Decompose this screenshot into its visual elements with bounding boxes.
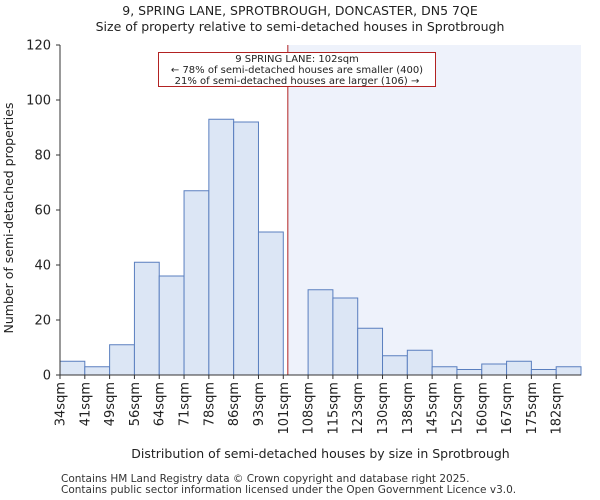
chart-title-address: 9, SPRING LANE, SPROTBROUGH, DONCASTER, … (122, 3, 478, 18)
bar-152sqm (456, 369, 483, 376)
x-tick-label-93sqm: 93sqm (252, 382, 267, 426)
x-tick-label-56sqm: 56sqm (128, 382, 143, 426)
bar-64sqm (158, 275, 185, 376)
x-tick-label-167sqm: 167sqm (500, 382, 515, 435)
y-axis-label: Number of semi-detached properties (1, 103, 16, 334)
bar-115sqm (332, 297, 359, 376)
x-tick-label-115sqm: 115sqm (326, 382, 341, 435)
bar-41sqm (84, 366, 111, 376)
bar-71sqm (183, 190, 210, 376)
x-tick-label-123sqm: 123sqm (351, 382, 366, 435)
bar-167sqm (506, 360, 532, 376)
x-tick-label-182sqm: 182sqm (550, 382, 565, 435)
x-tick-label-175sqm: 175sqm (525, 382, 540, 435)
x-tick-label-101sqm: 101sqm (277, 382, 292, 435)
x-tick-label-71sqm: 71sqm (178, 382, 193, 426)
annotation-line-2: ← 78% of semi-detached houses are smalle… (170, 65, 424, 76)
y-tick-label-120: 120 (26, 39, 51, 54)
y-tick-label-80: 80 (34, 149, 51, 164)
x-tick-label-130sqm: 130sqm (376, 382, 391, 435)
x-tick-label-138sqm: 138sqm (401, 382, 416, 435)
y-tick-label-60: 60 (34, 204, 51, 219)
y-tick-label-0: 0 (43, 369, 51, 384)
x-tick-label-160sqm: 160sqm (475, 382, 490, 435)
x-tick-label-78sqm: 78sqm (202, 382, 217, 426)
x-tick-label-34sqm: 34sqm (54, 382, 69, 426)
annotation-line-3: 21% of semi-detached houses are larger (… (174, 76, 420, 87)
x-tick-label-49sqm: 49sqm (103, 382, 118, 426)
footer-copyright: Contains HM Land Registry data © Crown c… (61, 473, 470, 485)
bar-86sqm (233, 121, 259, 376)
bar-145sqm (431, 366, 458, 376)
bar-123sqm (357, 327, 384, 376)
bar-78sqm (208, 118, 235, 376)
footer-licence: Contains public sector information licen… (61, 484, 517, 496)
property-annotation: 9 SPRING LANE: 102sqm ← 78% of semi-deta… (158, 52, 436, 87)
bar-160sqm (481, 363, 508, 376)
bar-108sqm (307, 289, 334, 376)
bar-56sqm (133, 261, 160, 376)
x-tick-label-64sqm: 64sqm (153, 382, 168, 426)
bar-138sqm (406, 349, 433, 376)
x-tick-label-145sqm: 145sqm (426, 382, 441, 435)
y-tick-label-40: 40 (34, 259, 51, 274)
x-tick-label-152sqm: 152sqm (450, 382, 465, 435)
y-tick-label-20: 20 (34, 314, 51, 329)
bar-93sqm (257, 231, 284, 376)
bar-175sqm (530, 369, 557, 376)
annotation-line-1: 9 SPRING LANE: 102sqm (235, 54, 359, 65)
x-axis-label: Distribution of semi-detached houses by … (131, 446, 509, 461)
bar-49sqm (109, 344, 135, 376)
bar-130sqm (382, 355, 408, 376)
y-tick-label-100: 100 (26, 94, 51, 109)
x-tick-label-41sqm: 41sqm (78, 382, 93, 426)
x-tick-label-86sqm: 86sqm (227, 382, 242, 426)
x-tick-label-108sqm: 108sqm (302, 382, 317, 435)
bar-34sqm (59, 360, 86, 376)
bar-182sqm (555, 366, 582, 376)
chart-subtitle: Size of property relative to semi-detach… (95, 19, 505, 34)
